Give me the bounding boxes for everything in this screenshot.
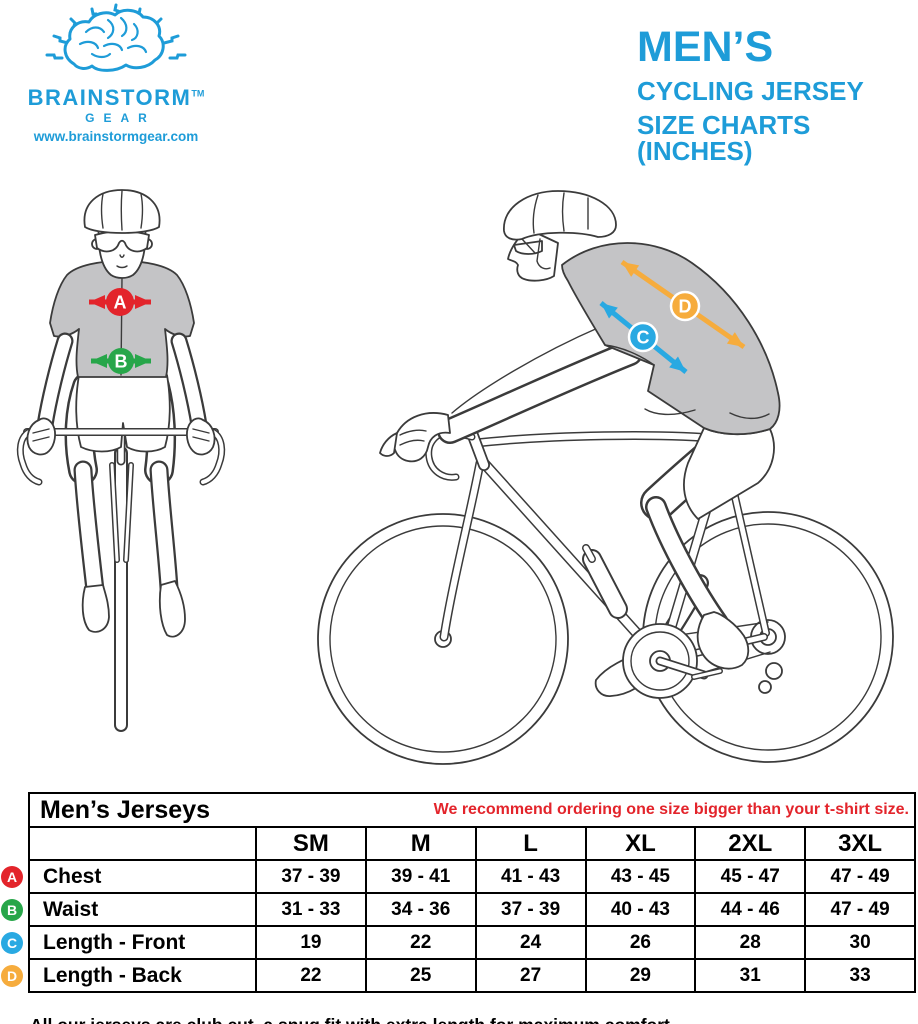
brand-website: www.brainstormgear.com — [33, 129, 199, 144]
size-header-xl: XL — [584, 828, 695, 859]
cell: 34 - 36 — [364, 894, 475, 925]
row-badge-waist: B — [1, 899, 23, 921]
side-rider-head — [503, 190, 617, 282]
cell: 28 — [694, 927, 804, 958]
front-rider-head — [83, 189, 161, 279]
cell: 22 — [255, 960, 365, 991]
cell: 31 - 33 — [255, 894, 365, 925]
right-shoe — [158, 580, 186, 638]
back-length-letter: D — [679, 297, 692, 317]
side-shorts — [683, 427, 775, 520]
title-line-2: CYCLING JERSEY — [637, 76, 864, 106]
table-note: We recommend ordering one size bigger th… — [433, 801, 909, 818]
cell: 43 - 45 — [584, 861, 695, 892]
front-bike — [109, 426, 134, 732]
chest-measure-badge — [106, 288, 134, 316]
trademark-symbol: TM — [191, 88, 205, 99]
size-header-row: SM M L XL 2XL 3XL — [30, 828, 914, 861]
cell: 40 - 43 — [584, 894, 695, 925]
front-rider-arms — [36, 332, 208, 434]
row-label: Chest — [43, 864, 102, 888]
helmet — [83, 189, 161, 234]
cell: 33 — [804, 960, 914, 991]
cell: 39 - 41 — [364, 861, 475, 892]
row-label: Waist — [43, 897, 99, 921]
header-spacer-cell — [30, 828, 255, 859]
table-footnote: All our jerseys are club cut, a snug fit… — [30, 1015, 675, 1024]
table-row-length-back: Length - Back 22 25 27 29 31 33 — [30, 960, 914, 991]
left-shoe — [81, 584, 110, 633]
front-rider-hands — [26, 417, 216, 456]
size-header-sm: SM — [255, 828, 365, 859]
cell: 24 — [474, 927, 585, 958]
waist-measure-badge — [108, 348, 134, 374]
waist-measure-arrow: B — [91, 348, 151, 374]
size-header-l: L — [474, 828, 585, 859]
cell: 22 — [364, 927, 475, 958]
crankset — [622, 623, 723, 699]
row-badge-length-front: C — [1, 932, 23, 954]
brain-logo-icon — [45, 3, 187, 72]
table-row-chest: Chest 37 - 39 39 - 41 41 - 43 43 - 45 45… — [30, 861, 914, 894]
table-title-row: Men’s Jerseys We recommend ordering one … — [30, 794, 914, 828]
side-rider-jersey — [561, 242, 781, 436]
table-title: Men’s Jerseys — [40, 795, 211, 824]
cell: 27 — [474, 960, 585, 991]
front-length-letter: C — [637, 328, 650, 348]
chest-measure-arrow: A — [89, 288, 151, 316]
title-line-1: MEN’S — [637, 23, 774, 71]
cell: 25 — [364, 960, 475, 991]
cell: 47 - 49 — [804, 894, 914, 925]
near-shoe — [696, 611, 750, 670]
page-title: MEN’S CYCLING JERSEY SIZE CHARTS (INCHES… — [637, 23, 918, 166]
waist-letter: B — [115, 352, 128, 372]
front-length-measure-badge — [627, 321, 659, 353]
title-line-3: SIZE CHARTS (INCHES) — [637, 110, 811, 166]
cell: 26 — [584, 927, 695, 958]
row-badge-chest: A — [1, 866, 23, 888]
cell: 31 — [694, 960, 804, 991]
row-label: Length - Back — [43, 963, 182, 987]
cell: 44 - 46 — [694, 894, 804, 925]
cell: 29 — [584, 960, 695, 991]
brand-wordmark: BRAINSTORMTM — [27, 85, 205, 110]
table-row-length-front: Length - Front 19 22 24 26 28 30 — [30, 927, 914, 960]
side-rider-hand — [393, 412, 451, 463]
size-header-3xl: 3XL — [804, 828, 914, 859]
front-handlebar — [16, 428, 226, 486]
size-header-m: M — [364, 828, 475, 859]
chest-letter: A — [114, 293, 127, 313]
brand-subtext: GEAR — [85, 111, 156, 125]
front-length-measure-arrow: C — [599, 301, 688, 374]
front-view-cyclist-figure: A B — [16, 189, 226, 732]
brand-logo: BRAINSTORMTM GEAR www.brainstormgear.com — [16, 2, 216, 144]
table-row-waist: Waist 31 - 33 34 - 36 37 - 39 40 - 43 44… — [30, 894, 914, 927]
size-table-section: A B C D Men’s Jerseys We recommend order… — [1, 792, 916, 993]
side-view-cyclist-figure: D C — [317, 190, 894, 765]
row-badge-length-back: D — [1, 965, 23, 987]
size-table: Men’s Jerseys We recommend ordering one … — [28, 792, 916, 993]
side-sunglasses — [513, 240, 543, 255]
side-helmet — [503, 190, 617, 241]
cell: 47 - 49 — [804, 861, 914, 892]
cell: 37 - 39 — [255, 861, 365, 892]
cell: 37 - 39 — [474, 894, 585, 925]
row-label: Length - Front — [43, 930, 186, 954]
cell: 30 — [804, 927, 914, 958]
size-header-2xl: 2XL — [694, 828, 804, 859]
cell: 45 - 47 — [694, 861, 804, 892]
cell: 41 - 43 — [474, 861, 585, 892]
cell: 19 — [255, 927, 365, 958]
